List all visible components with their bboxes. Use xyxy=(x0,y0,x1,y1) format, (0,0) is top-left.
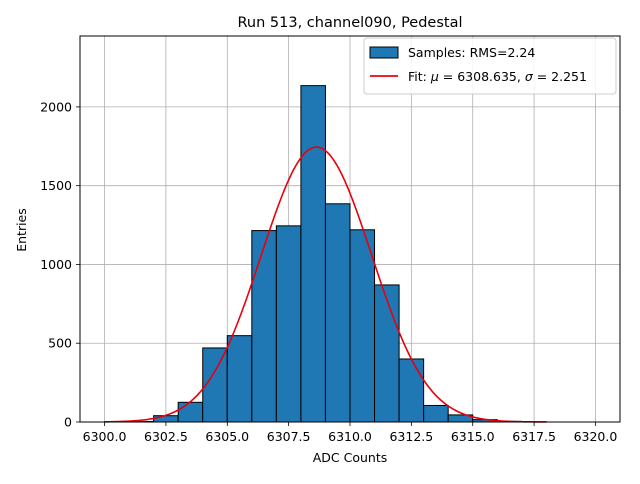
legend: Samples: RMS=2.24 Fit: μ = 6308.635, σ =… xyxy=(364,38,616,94)
y-axis-label: Entries xyxy=(14,208,29,252)
x-tick-label: 6307.5 xyxy=(267,429,311,444)
y-tick-label: 0 xyxy=(64,415,72,430)
x-tick-label: 6305.0 xyxy=(205,429,249,444)
histogram-bar xyxy=(375,285,400,422)
y-tick-label: 500 xyxy=(48,336,72,351)
x-axis-label: ADC Counts xyxy=(313,450,388,465)
x-tick-label: 6320.0 xyxy=(574,429,618,444)
x-tick-label: 6310.0 xyxy=(328,429,372,444)
y-tick-label: 1500 xyxy=(40,178,72,193)
histogram-bar xyxy=(178,402,203,422)
y-tick-label: 2000 xyxy=(40,99,72,114)
histogram-bar xyxy=(154,416,179,422)
histogram-bar xyxy=(252,231,277,422)
histogram-bar xyxy=(399,359,424,422)
y-tick-label: 1000 xyxy=(40,257,72,272)
x-tick-label: 6312.5 xyxy=(389,429,433,444)
chart-title: Run 513, channel090, Pedestal xyxy=(237,15,462,31)
x-tick-label: 6317.5 xyxy=(512,429,556,444)
x-tick-label: 6300.0 xyxy=(83,429,127,444)
histogram-bar xyxy=(424,405,449,422)
histogram-bar xyxy=(227,336,252,422)
x-tick-label: 6315.0 xyxy=(451,429,495,444)
legend-label-samples: Samples: RMS=2.24 xyxy=(408,45,535,60)
legend-swatch-samples xyxy=(370,47,398,58)
histogram-bar xyxy=(350,230,375,422)
histogram-bar xyxy=(276,226,301,422)
histogram-bar xyxy=(301,86,326,422)
x-tick-label: 6302.5 xyxy=(144,429,188,444)
legend-label-fit: Fit: μ = 6308.635, σ = 2.251 xyxy=(408,69,587,84)
histogram-bar xyxy=(325,204,350,422)
